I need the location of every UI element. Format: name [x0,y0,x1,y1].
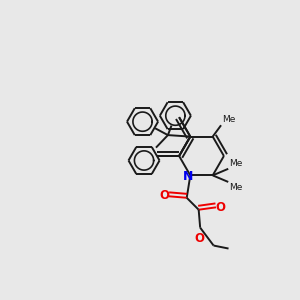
Text: O: O [159,190,169,202]
Text: O: O [216,200,226,214]
Text: Me: Me [229,183,242,192]
Text: Me: Me [222,115,235,124]
Text: O: O [195,232,205,244]
Text: Me: Me [229,159,242,168]
Text: N: N [183,170,193,183]
